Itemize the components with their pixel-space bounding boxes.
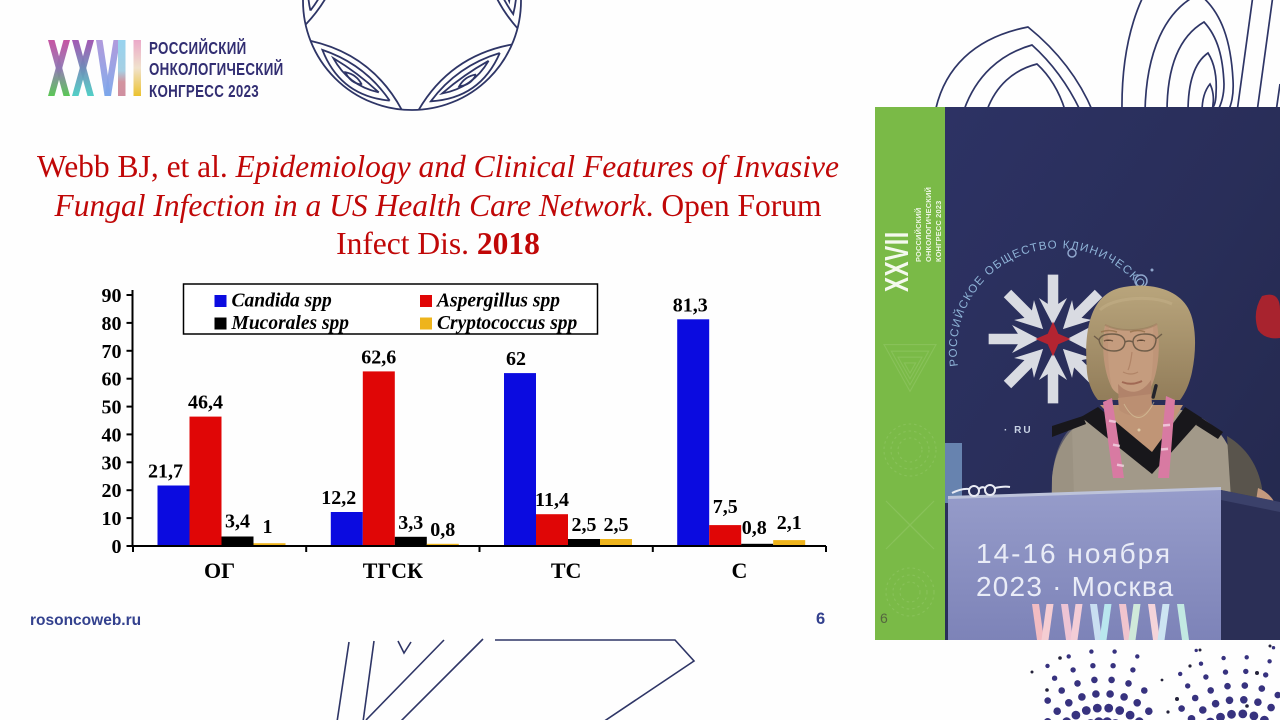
svg-text:ТГСК: ТГСК [363, 558, 423, 583]
svg-text:14-16 ноября: 14-16 ноября [976, 538, 1172, 569]
svg-text:0,8: 0,8 [742, 517, 767, 539]
svg-text:6: 6 [880, 610, 888, 626]
svg-text:62: 62 [506, 348, 526, 370]
svg-text:· RU: · RU [1004, 425, 1033, 436]
svg-text:Candida spp: Candida spp [232, 291, 332, 312]
svg-text:2,1: 2,1 [777, 512, 802, 534]
svg-text:КОНГРЕСС 2023: КОНГРЕСС 2023 [934, 201, 943, 262]
svg-text:81,3: 81,3 [673, 294, 708, 316]
svg-text:20: 20 [102, 480, 122, 502]
svg-text:7,5: 7,5 [713, 496, 738, 518]
svg-text:60: 60 [102, 369, 122, 391]
svg-text:0: 0 [112, 536, 122, 558]
svg-text:ОГ: ОГ [204, 558, 235, 583]
svg-text:21,7: 21,7 [148, 461, 183, 483]
svg-text:XXVII: XXVII [878, 231, 915, 292]
svg-text:50: 50 [102, 397, 122, 419]
svg-text:62,6: 62,6 [361, 346, 396, 368]
svg-text:10: 10 [102, 508, 122, 530]
svg-text:Cryptococcus spp: Cryptococcus spp [437, 313, 578, 334]
svg-text:С: С [731, 558, 747, 583]
svg-text:3,3: 3,3 [398, 512, 423, 534]
svg-text:3,4: 3,4 [225, 511, 250, 533]
svg-text:90: 90 [102, 285, 122, 307]
svg-text:80: 80 [102, 313, 122, 335]
svg-text:70: 70 [102, 341, 122, 363]
svg-text:12,2: 12,2 [321, 487, 356, 509]
svg-text:40: 40 [102, 424, 122, 446]
svg-text:2,5: 2,5 [572, 514, 597, 536]
svg-text:11,4: 11,4 [535, 489, 569, 511]
svg-text:30: 30 [102, 452, 122, 474]
svg-text:2,5: 2,5 [604, 514, 629, 536]
svg-text:ТС: ТС [551, 558, 582, 583]
svg-text:РОССИЙСКИЙ: РОССИЙСКИЙ [914, 208, 923, 262]
svg-text:2023 · Москва: 2023 · Москва [976, 571, 1174, 602]
svg-text:0,8: 0,8 [430, 519, 455, 541]
svg-text:46,4: 46,4 [188, 392, 223, 414]
svg-text:ОНКОЛОГИЧЕСКИЙ: ОНКОЛОГИЧЕСКИЙ [924, 187, 933, 262]
svg-text:Mucorales spp: Mucorales spp [231, 313, 350, 334]
svg-text:1: 1 [263, 516, 273, 538]
svg-text:Aspergillus spp: Aspergillus spp [435, 291, 560, 312]
